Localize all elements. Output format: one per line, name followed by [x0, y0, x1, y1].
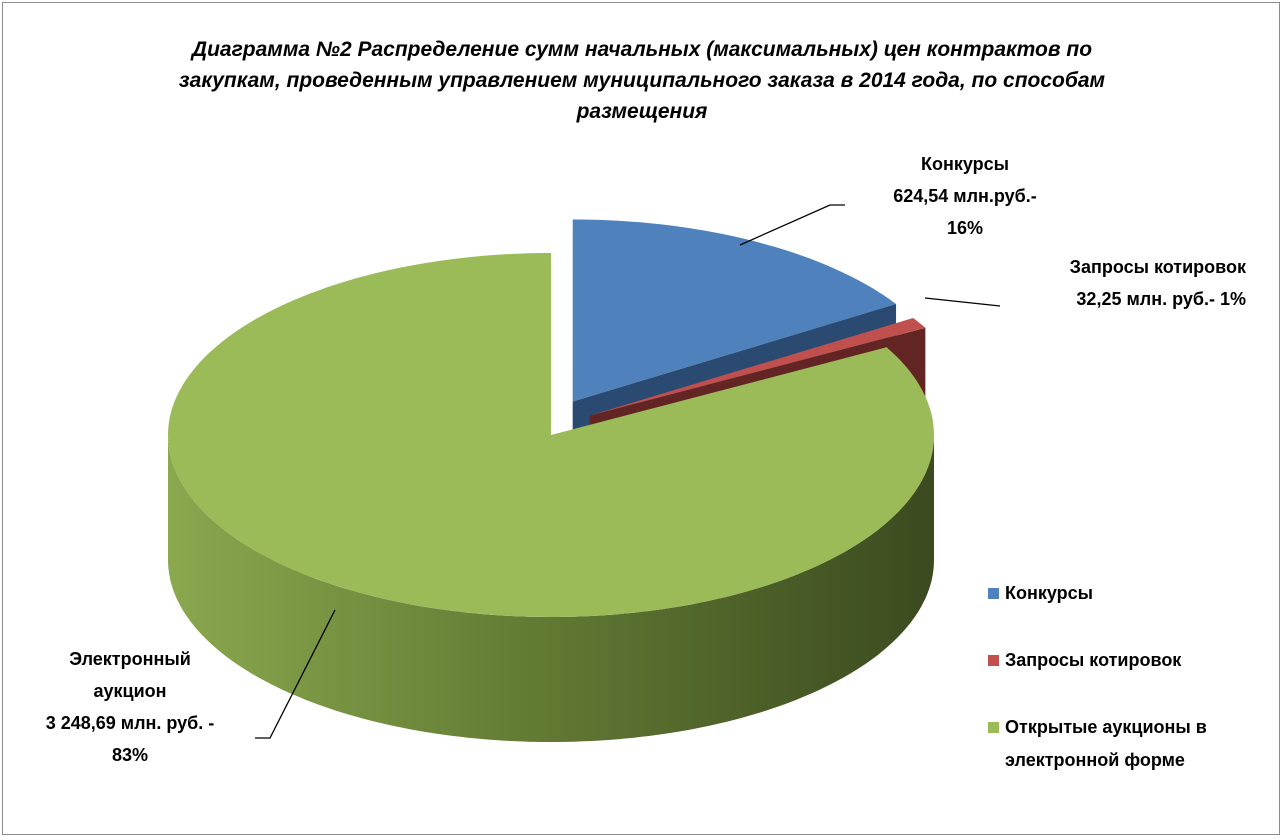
legend-swatch — [988, 722, 999, 733]
data-label: 3 248,69 млн. руб. - — [46, 713, 215, 733]
data-label: 16% — [947, 218, 983, 238]
legend-label: Открытые аукционы в электронной форме — [1005, 717, 1207, 770]
legend-swatch — [988, 588, 999, 599]
slice-side — [168, 435, 934, 742]
pie-slice — [168, 253, 934, 617]
legend-item: Запросы котировок — [988, 644, 1258, 677]
legend-label: Запросы котировок — [1005, 650, 1182, 670]
pie-slice — [572, 219, 897, 402]
legend-item: Конкурсы — [988, 577, 1258, 610]
legend-item: Открытые аукционы в электронной форме — [988, 711, 1258, 777]
data-label: Запросы котировок — [1070, 257, 1247, 277]
leader-line — [739, 204, 845, 246]
data-label: Конкурсы — [921, 154, 1009, 174]
data-label: 624,54 млн.руб.- — [893, 186, 1037, 206]
data-label: Электронный — [69, 649, 191, 669]
leader-line — [924, 297, 1001, 307]
data-label: 83% — [112, 745, 148, 765]
data-label: 32,25 млн. руб.- 1% — [1076, 289, 1246, 309]
chart-title: Диаграмма №2 Распределение сумм начальны… — [178, 38, 1106, 123]
data-label: аукцион — [93, 681, 166, 701]
legend-swatch — [988, 655, 999, 666]
legend-label: Конкурсы — [1005, 583, 1094, 603]
leader-line — [255, 609, 336, 739]
pie-slice — [589, 318, 926, 416]
